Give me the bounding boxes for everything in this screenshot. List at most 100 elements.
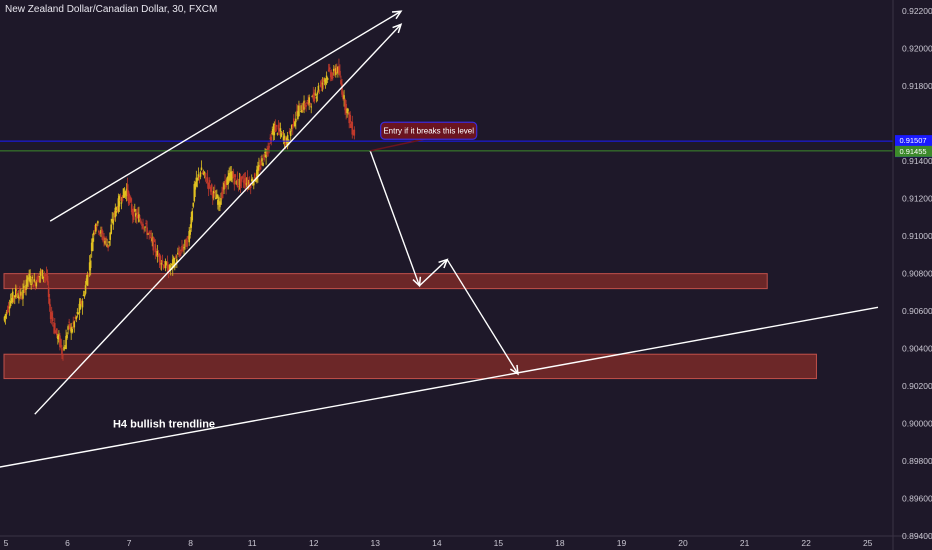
candle-body xyxy=(200,167,203,171)
candle-body xyxy=(8,306,11,309)
candle-body xyxy=(225,179,227,188)
candle-body xyxy=(299,103,301,105)
candle-body xyxy=(171,259,174,269)
candle-body xyxy=(246,177,249,186)
candle-body xyxy=(91,238,94,251)
candle-body xyxy=(21,298,23,300)
candle-body xyxy=(271,133,274,135)
candle-body xyxy=(211,192,214,199)
candle-body xyxy=(232,171,235,178)
candle-body xyxy=(254,173,256,180)
candle-body xyxy=(52,325,55,327)
y-tick-label: 0.92200 xyxy=(902,6,932,16)
candle-body xyxy=(255,179,257,182)
channel-line-2 xyxy=(34,23,402,415)
candle-body xyxy=(55,332,57,334)
candle-body xyxy=(14,288,17,297)
candle-body xyxy=(122,188,125,198)
projection-segment xyxy=(369,150,421,287)
candle-body xyxy=(154,244,157,253)
candle-body xyxy=(172,257,175,263)
candle-body xyxy=(306,101,308,105)
candle-body xyxy=(100,230,102,234)
candle-body xyxy=(196,177,199,181)
projection-segment xyxy=(418,259,448,287)
candle-body xyxy=(57,335,59,340)
candle-body xyxy=(333,68,335,72)
candle-body xyxy=(18,295,20,299)
candle-body xyxy=(278,129,281,132)
candle-body xyxy=(280,132,283,137)
candle-body xyxy=(155,254,158,256)
candle-body xyxy=(56,328,58,336)
candle-body xyxy=(230,171,233,181)
candle-body xyxy=(181,246,183,251)
candle-body xyxy=(316,92,319,95)
arrowhead xyxy=(392,23,403,34)
candle-body xyxy=(142,223,144,229)
candle-body xyxy=(276,133,279,135)
candle-body xyxy=(178,251,180,254)
candle-body xyxy=(204,173,207,178)
candle-body xyxy=(104,240,106,244)
candle-body xyxy=(158,253,161,262)
candle-body xyxy=(118,196,121,207)
candle-body xyxy=(151,238,154,242)
time-axis[interactable]: 5 6 7 8 11 12 13 14 15 18 19 20 21 22 25 xyxy=(4,538,873,548)
candle-body xyxy=(324,79,327,84)
candle-body xyxy=(180,250,182,252)
candle-body xyxy=(109,232,111,240)
arrowhead xyxy=(509,364,519,376)
candle-body xyxy=(59,335,61,348)
candle-body xyxy=(35,281,38,287)
candle-body xyxy=(234,174,237,178)
candle-body xyxy=(114,207,117,218)
candle-body xyxy=(49,311,52,320)
candle-body xyxy=(67,326,69,330)
candle-body xyxy=(303,100,305,110)
candle-body xyxy=(137,212,139,214)
candle-body xyxy=(80,301,83,305)
candle-body xyxy=(260,161,262,166)
h4-trendline xyxy=(0,306,879,468)
candle-body xyxy=(175,256,177,258)
candle-body xyxy=(45,273,48,276)
candle-body xyxy=(275,125,278,127)
candle-body xyxy=(273,124,276,136)
candle-body xyxy=(19,289,21,297)
candle-body xyxy=(249,183,252,188)
candle-body xyxy=(147,233,149,235)
candle-body xyxy=(23,285,25,289)
candle-body xyxy=(212,191,215,194)
candle-body xyxy=(337,66,339,74)
candle-body xyxy=(153,239,156,242)
candle-body xyxy=(231,174,234,179)
x-tick-label: 19 xyxy=(617,538,627,548)
support-zones xyxy=(3,273,817,380)
candle-body xyxy=(335,68,337,75)
candle-body xyxy=(300,111,302,113)
candle-body xyxy=(16,291,18,295)
candle-body xyxy=(113,213,116,215)
candle-body xyxy=(241,176,244,178)
support-zone-1 xyxy=(3,273,768,290)
price-axis[interactable]: 0.92200 0.92000 0.91800 0.91400 0.91200 0.910… xyxy=(902,6,932,541)
candle-body xyxy=(25,284,27,290)
candle-body xyxy=(150,236,153,238)
candle-body xyxy=(86,275,89,286)
x-tick-label: 11 xyxy=(248,538,257,548)
candle-body xyxy=(187,236,189,238)
candle-body xyxy=(71,329,74,333)
x-tick-label: 12 xyxy=(309,538,319,548)
candle-body xyxy=(298,105,300,116)
y-tick-label: 0.89400 xyxy=(902,531,932,541)
price-levels xyxy=(0,140,893,152)
candle-body xyxy=(240,176,243,182)
candle-body xyxy=(168,265,171,270)
candle-body xyxy=(336,67,338,72)
green-level-tag xyxy=(895,145,932,157)
candle-body xyxy=(83,294,86,297)
candle-body xyxy=(326,78,329,80)
candle-body xyxy=(128,197,131,200)
